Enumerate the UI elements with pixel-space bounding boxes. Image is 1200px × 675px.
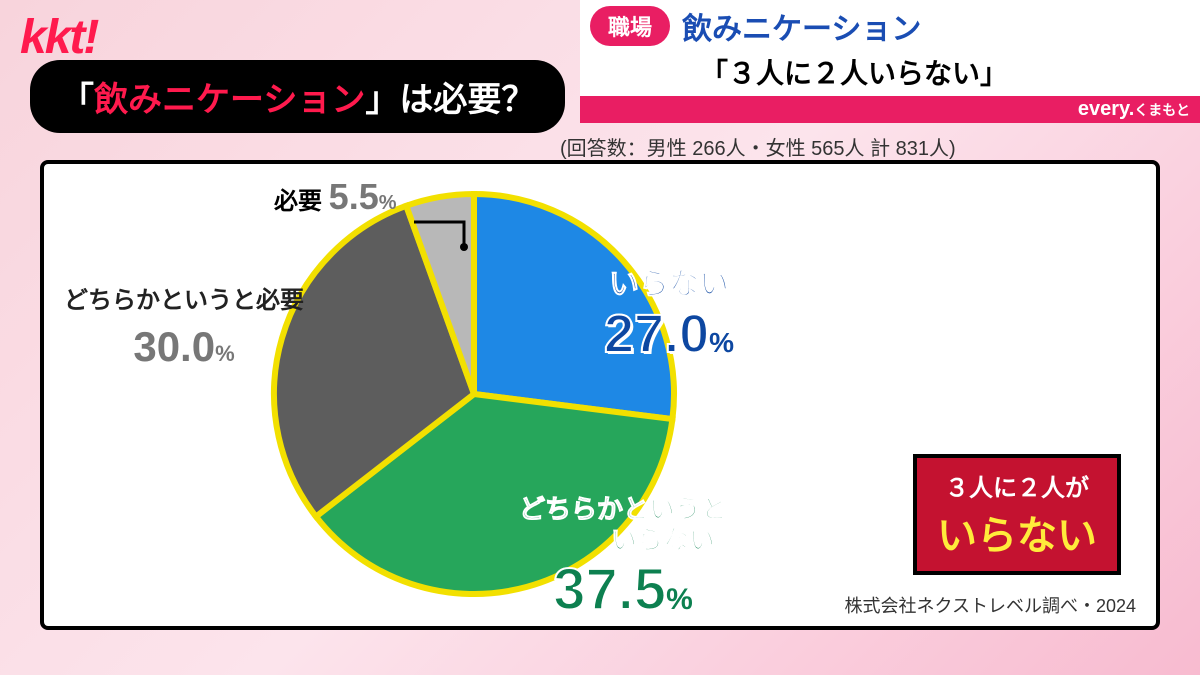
banner-title1: 飲みニケーション — [682, 4, 921, 48]
callout-line2: いらない — [937, 503, 1097, 561]
label-needed: 必要 5.5% — [274, 176, 397, 218]
chart-container: 必要 5.5% どちらかというと必要 30.0% いらない 27.0% どちらか… — [40, 160, 1160, 630]
station-logo: kkt! — [20, 10, 97, 65]
label-somewhat-needed: どちらかというと必要 30.0% — [64, 284, 304, 376]
label-needed-unit: % — [379, 192, 397, 214]
label-not-needed-text: いらない — [604, 259, 734, 303]
label-not-needed: いらない 27.0% — [604, 259, 734, 365]
label-needed-pct: 5.5 — [329, 176, 379, 217]
banner-row1: 職場 飲みニケーション — [580, 0, 1200, 52]
banner-brand: every.くまもと — [580, 96, 1200, 123]
label-needed-text: 必要 — [274, 188, 322, 215]
label-somewhat-not-pct: 37.5 — [553, 557, 666, 622]
label-somewhat-not-text2: いらない — [519, 525, 727, 556]
top-banner: 職場 飲みニケーション 「３人に２人いらない」 every.くまもと — [580, 0, 1200, 123]
label-somewhat-not-unit: % — [666, 583, 693, 616]
callout-box: ３人に２人が いらない — [913, 454, 1121, 575]
leader-line — [414, 212, 484, 252]
source-note: 株式会社ネクストレベル調べ・2024 — [844, 592, 1136, 618]
survey-note: (回答数：男性 266人・女性 565人 計 831人) — [560, 132, 956, 161]
workplace-badge: 職場 — [590, 6, 670, 46]
quote-open: 「 — [60, 81, 94, 119]
title-bar: 「飲みニケーション」は必要？ — [30, 60, 565, 133]
brand-sub: くまもと — [1134, 102, 1190, 118]
label-not-needed-pct: 27.0 — [604, 304, 709, 364]
title-suffix: は必要？ — [399, 81, 535, 119]
label-somewhat-needed-text: どちらかというと必要 — [64, 284, 304, 318]
label-somewhat-not: どちらかというと いらない 37.5% — [519, 494, 727, 623]
label-somewhat-not-text1: どちらかというと — [519, 494, 727, 525]
label-not-needed-unit: % — [709, 327, 734, 358]
quote-close: 」 — [365, 81, 399, 119]
banner-title2: 「３人に２人いらない」 — [580, 52, 1200, 96]
label-somewhat-needed-pct: 30.0 — [133, 323, 215, 370]
callout-line1: ３人に２人が — [937, 468, 1097, 503]
title-highlight: 飲みニケーション — [94, 81, 365, 119]
label-somewhat-needed-unit: % — [215, 341, 235, 366]
brand-text: every. — [1078, 98, 1134, 120]
